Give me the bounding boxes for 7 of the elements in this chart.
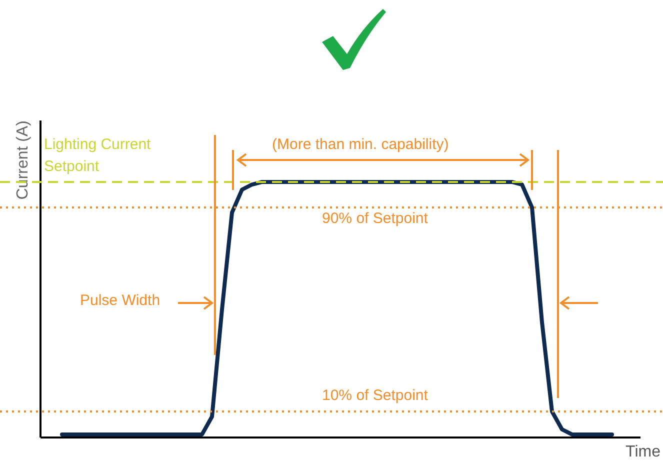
annotation: Pulse Width [80, 292, 160, 309]
text: (More than min. capability) [272, 136, 449, 153]
ref-line-label: 10% of Setpoint [322, 387, 428, 404]
y-axis-title: Current (A) [14, 120, 32, 200]
x-axis-title: Time [626, 444, 661, 460]
ref-line-label: Lighting Current Setpoint [44, 134, 204, 178]
ref-line-label: 90% of Setpoint [322, 210, 428, 228]
